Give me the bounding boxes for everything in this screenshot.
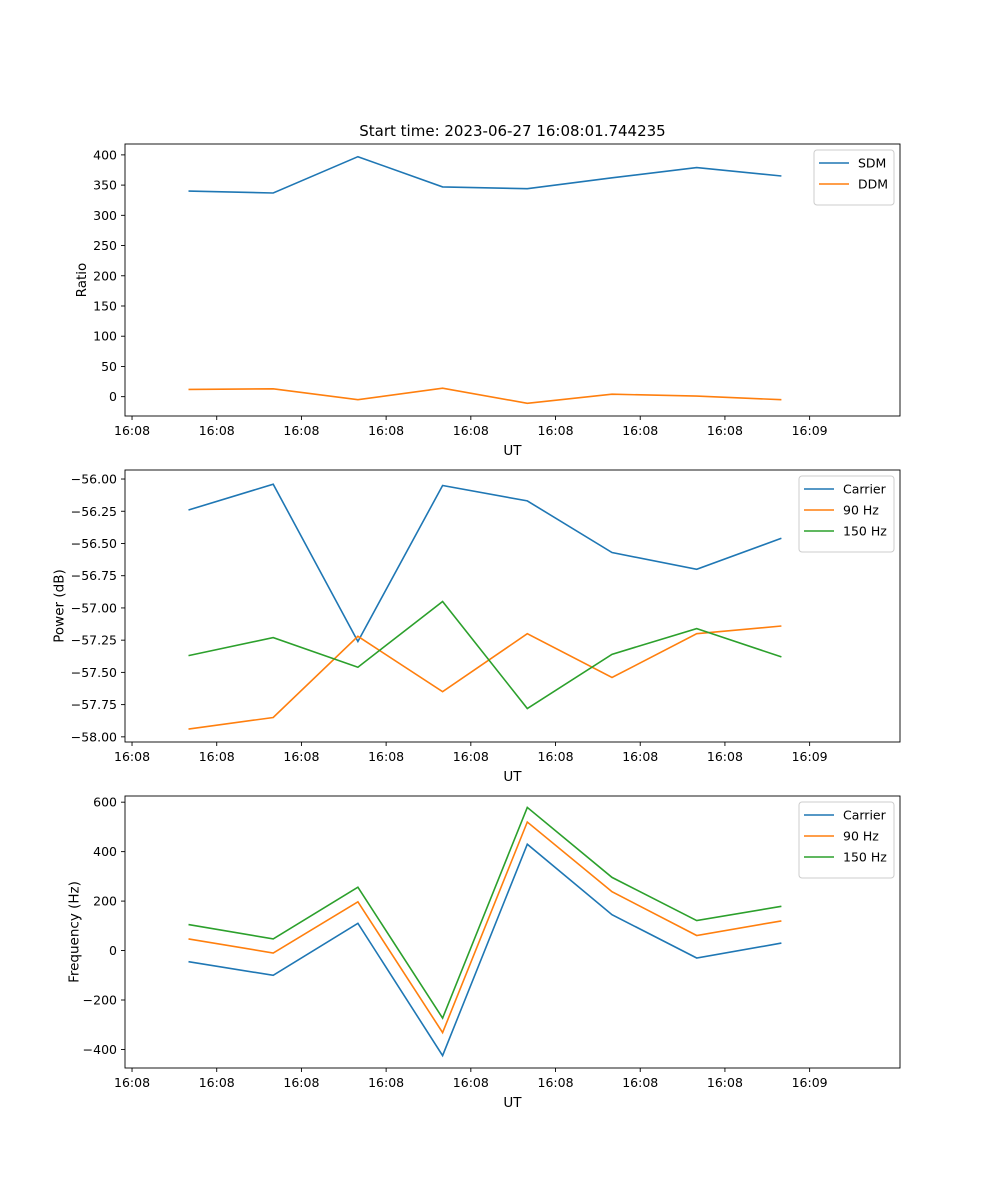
y-tick-label: −400	[83, 1042, 117, 1057]
legend-label: SDM	[858, 156, 886, 171]
y-tick-label: 300	[93, 208, 117, 223]
chart-panel-3: 16:08 16:08 16:08 16:08 16:08 16:08 16:08 16:08…	[67, 795, 901, 1111]
x-tick-label: 16:08	[622, 749, 658, 764]
x-tick-label: 16:08	[114, 423, 150, 438]
chart-panel-1: 16:08 16:08 16:08 16:08 16:08 16:08 16:08 16:08…	[74, 143, 901, 459]
axes-frame	[124, 143, 901, 417]
x-tick-label: 16:08	[453, 749, 489, 764]
y-tick-label: 150	[93, 298, 117, 313]
series-line-90-hz	[188, 820, 782, 1035]
legend: Carrier 90 Hz 150 Hz	[798, 475, 895, 553]
legend: SDM DDM	[813, 149, 895, 206]
x-tick-label: 16:08	[283, 423, 319, 438]
y-tick-label: 400	[93, 147, 117, 162]
y-tick-label: −56.75	[71, 568, 117, 583]
series-line-carrier	[188, 842, 782, 1058]
x-tick-label: 16:09	[792, 1075, 828, 1090]
x-tick-label: 16:08	[707, 749, 743, 764]
y-tick-label: −200	[83, 993, 117, 1008]
x-tick-label: 16:08	[283, 749, 319, 764]
y-tick-label: 400	[93, 844, 117, 859]
y-tick-label: −57.75	[71, 697, 117, 712]
y-tick-label: −57.00	[71, 600, 117, 615]
y-tick-label: 200	[93, 268, 117, 283]
x-tick-label: 16:08	[453, 1075, 489, 1090]
axes-frame	[124, 469, 901, 743]
series-line-sdm	[188, 155, 782, 194]
x-tick-label: 16:08	[538, 423, 574, 438]
y-tick-label: −56.00	[71, 472, 117, 487]
x-tick-label: 16:08	[368, 1075, 404, 1090]
y-tick-label: −56.50	[71, 536, 117, 551]
series-line-150-hz	[188, 600, 782, 710]
x-tick-label: 16:08	[368, 749, 404, 764]
legend-box	[798, 475, 895, 553]
axes-frame	[124, 795, 901, 1069]
x-tick-label: 16:08	[199, 749, 235, 764]
legend-label: 90 Hz	[843, 829, 879, 844]
series-line-90-hz	[188, 625, 782, 730]
x-tick-label: 16:09	[792, 749, 828, 764]
legend-label: 150 Hz	[843, 850, 887, 865]
legend-label: 90 Hz	[843, 503, 879, 518]
legend-label: 150 Hz	[843, 524, 887, 539]
y-tick-label: 50	[101, 359, 117, 374]
y-tick-label: 600	[93, 795, 117, 810]
y-axis-label: Ratio	[74, 263, 90, 298]
legend: Carrier 90 Hz 150 Hz	[798, 801, 895, 879]
series-line-carrier	[188, 483, 782, 644]
legend-box	[798, 801, 895, 879]
figure-title: Start time: 2023-06-27 16:08:01.744235	[359, 122, 665, 140]
x-tick-label: 16:08	[453, 423, 489, 438]
y-axis-label: Power (dB)	[51, 569, 67, 642]
x-tick-label: 16:08	[114, 749, 150, 764]
y-tick-label: −57.25	[71, 633, 117, 648]
y-tick-label: −57.50	[71, 665, 117, 680]
legend-label: Carrier	[843, 482, 887, 497]
x-tick-label: 16:08	[538, 749, 574, 764]
x-tick-label: 16:08	[283, 1075, 319, 1090]
y-tick-label: 250	[93, 238, 117, 253]
y-tick-label: 0	[109, 389, 117, 404]
x-tick-label: 16:08	[622, 1075, 658, 1090]
y-tick-label: 100	[93, 329, 117, 344]
x-tick-label: 16:09	[792, 423, 828, 438]
x-axis-label: UT	[503, 443, 522, 459]
x-tick-label: 16:08	[707, 423, 743, 438]
legend-label: Carrier	[843, 808, 887, 823]
legend-label: DDM	[858, 177, 888, 192]
y-tick-label: −58.00	[71, 729, 117, 744]
x-axis-label: UT	[503, 769, 522, 785]
series-line-150-hz	[188, 806, 782, 1020]
x-tick-label: 16:08	[199, 1075, 235, 1090]
y-axis-label: Frequency (Hz)	[67, 881, 83, 983]
chart-panel-2: 16:08 16:08 16:08 16:08 16:08 16:08 16:08 16:08…	[51, 469, 901, 785]
x-tick-label: 16:08	[707, 1075, 743, 1090]
x-tick-label: 16:08	[114, 1075, 150, 1090]
x-tick-label: 16:08	[368, 423, 404, 438]
x-axis-label: UT	[503, 1095, 522, 1111]
y-tick-label: 350	[93, 178, 117, 193]
x-tick-label: 16:08	[538, 1075, 574, 1090]
x-tick-label: 16:08	[199, 423, 235, 438]
y-tick-label: 0	[109, 943, 117, 958]
y-tick-label: 200	[93, 894, 117, 909]
y-tick-label: −56.25	[71, 504, 117, 519]
x-tick-label: 16:08	[622, 423, 658, 438]
series-line-ddm	[188, 387, 782, 405]
